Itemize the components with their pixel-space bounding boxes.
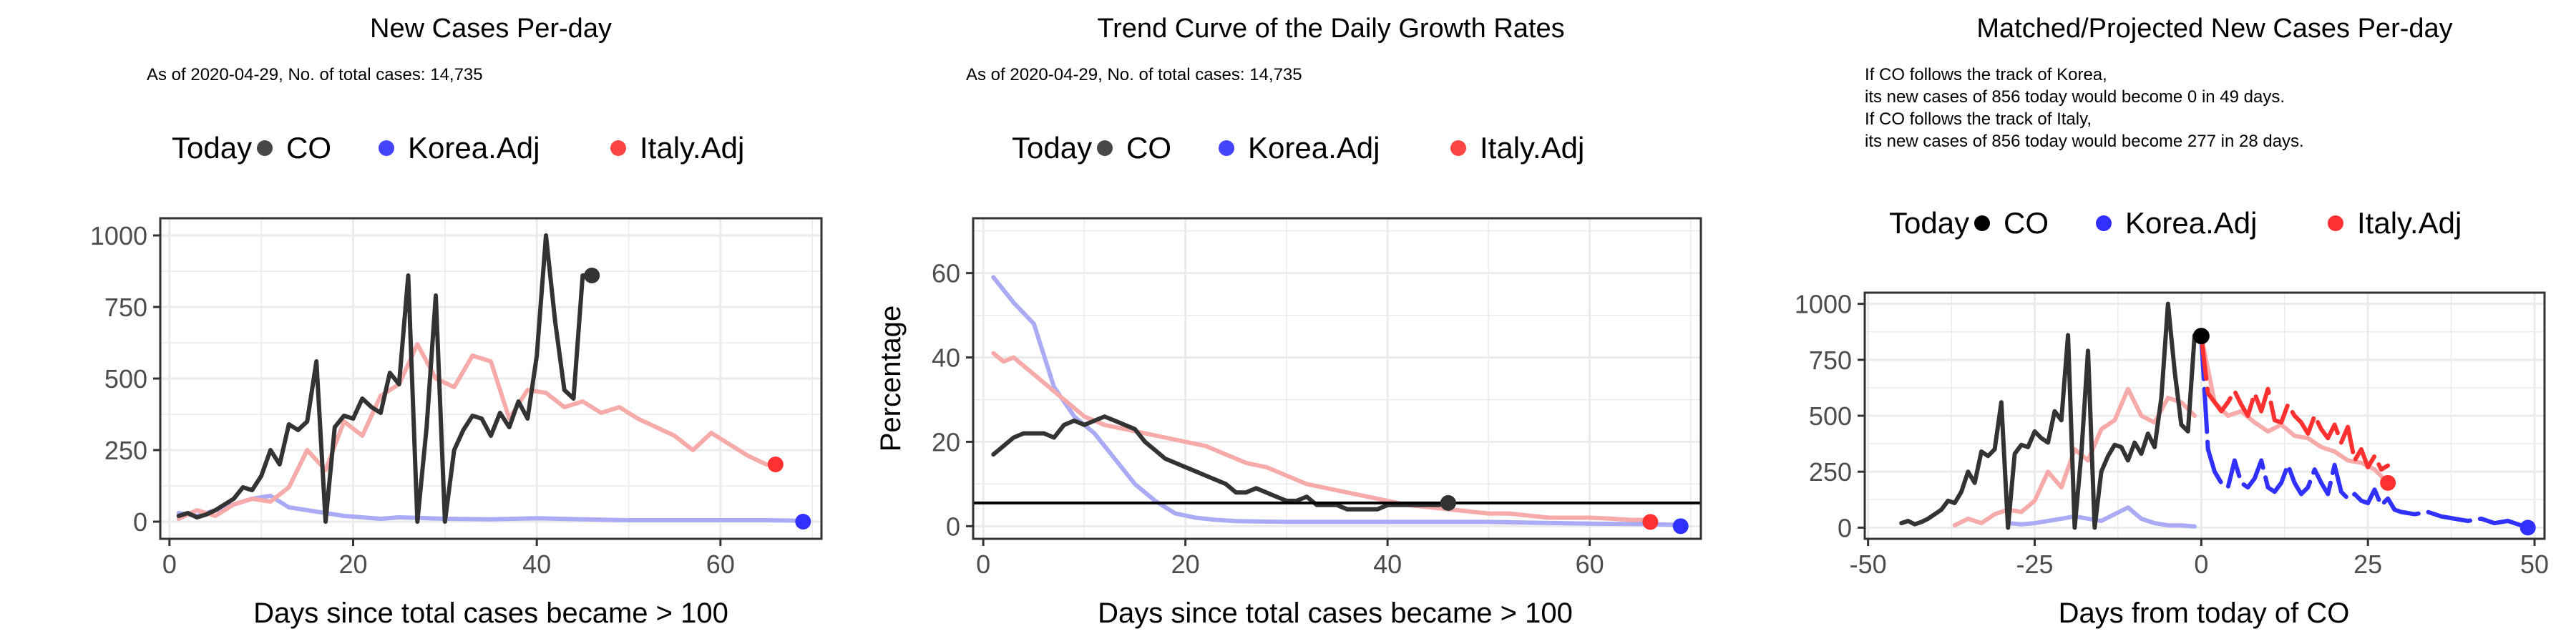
legend-label: Korea.Adj	[1248, 131, 1380, 165]
y-tick-label: 40	[932, 343, 960, 373]
today-marker-co	[1440, 494, 1456, 511]
x-tick-label: 25	[2353, 550, 2382, 579]
y-tick-label: 60	[932, 259, 960, 288]
today-marker-italy-adj-projected	[2380, 474, 2396, 491]
series-line-italy-adj	[176, 342, 778, 521]
series-line-italy-adj-projected	[2199, 333, 2391, 472]
legend-label: Italy.Adj	[1480, 131, 1584, 165]
legend-label: CO	[2004, 206, 2049, 240]
today-marker-co	[584, 268, 600, 283]
today-marker-italy-adj	[767, 457, 784, 472]
series-line-korea-adj-projected	[2199, 333, 2530, 530]
legend-label: Italy.Adj	[2357, 206, 2462, 240]
legend-key-italy-adj	[2328, 215, 2343, 231]
chart-title: Matched/Projected New Cases Per-day	[1976, 14, 2452, 44]
today-marker-italy-adj	[1642, 514, 1659, 530]
legend-key-italy-adj	[610, 140, 626, 156]
x-axis-label: Days from today of CO	[2059, 597, 2350, 629]
legend-key-co	[1097, 140, 1113, 156]
y-tick-label: 250	[104, 436, 147, 465]
x-axis-label: Days since total cases became > 100	[1098, 597, 1573, 629]
y-tick-label: 500	[104, 364, 147, 394]
x-tick-label: 0	[976, 550, 990, 579]
y-tick-label: 0	[946, 512, 960, 541]
today-marker-korea-adj	[795, 514, 811, 530]
legend-label: Italy.Adj	[640, 131, 744, 165]
y-tick-label: 1000	[1795, 290, 1852, 319]
legend-title: Today	[1012, 131, 1092, 165]
legend-key-korea-adj	[1219, 140, 1234, 156]
plot-area	[973, 218, 1701, 539]
y-tick-label: 750	[1809, 346, 1852, 375]
y-tick-label: 20	[932, 427, 960, 457]
x-tick-label: 20	[338, 550, 367, 579]
y-tick-label: 0	[133, 507, 147, 537]
legend-label: CO	[286, 131, 331, 165]
legend: Today CO Korea.Adj Italy.Adj	[1012, 131, 1584, 165]
x-tick-label: 60	[1576, 550, 1604, 579]
legend: Today CO Korea.Adj Italy.Adj	[172, 131, 744, 165]
series-line-co	[991, 414, 1450, 512]
annotation-line: If CO follows the track of Korea,	[1865, 65, 2107, 84]
y-tick-label: 0	[1838, 513, 1852, 542]
x-tick-label: 0	[162, 550, 177, 579]
x-tick-label: 40	[522, 550, 551, 579]
x-axis-label: Days since total cases became > 100	[253, 597, 728, 629]
panel-growth-rate-trend: Trend Curve of the Daily Growth Rates As …	[875, 14, 1702, 629]
today-marker-korea-adj-projected	[2519, 519, 2536, 536]
legend-label: Korea.Adj	[408, 131, 540, 165]
chart-subtitle: As of 2020-04-29, No. of total cases: 14…	[147, 65, 483, 84]
x-tick-label: 40	[1373, 550, 1402, 579]
legend: Today CO Korea.Adj Italy.Adj	[1889, 206, 2462, 240]
panel-new-cases-per-day: New Cases Per-day As of 2020-04-29, No. o…	[90, 14, 823, 629]
chart-title: New Cases Per-day	[370, 14, 612, 44]
x-tick-label: 20	[1171, 550, 1200, 579]
series-line-italy-adj-matched	[1952, 386, 2197, 528]
y-tick-label: 750	[104, 293, 147, 322]
annotation-line: its new cases of 856 today would become …	[1865, 132, 2304, 151]
y-tick-label: 250	[1809, 457, 1852, 487]
x-tick-label: -25	[2016, 550, 2053, 579]
legend-title: Today	[1889, 206, 1969, 240]
x-tick-label: 0	[2194, 550, 2208, 579]
legend-title: Today	[172, 131, 252, 165]
today-marker-co	[2192, 328, 2210, 345]
plot-frame	[972, 217, 1702, 540]
legend-key-italy-adj	[1450, 140, 1466, 156]
series-line-korea-adj-matched	[2006, 505, 2197, 529]
annotation-line: its new cases of 856 today would become …	[1865, 87, 2285, 107]
x-tick-label: 60	[706, 550, 735, 579]
series-line-italy-adj	[991, 351, 1653, 522]
x-tick-label: 50	[2520, 550, 2549, 579]
grid	[973, 218, 1701, 539]
panel-matched-projected: Matched/Projected New Cases Per-day If CO…	[1795, 14, 2549, 629]
y-axis-label: Percentage	[875, 306, 907, 452]
annotation-line: If CO follows the track of Italy,	[1865, 109, 2092, 129]
chart-subtitle: As of 2020-04-29, No. of total cases: 14…	[966, 65, 1302, 84]
series-line-co	[1899, 301, 2204, 530]
legend-key-co	[1974, 215, 1990, 231]
series-line-co	[176, 233, 595, 524]
x-tick-label: -50	[1850, 550, 1887, 579]
chart-title: Trend Curve of the Daily Growth Rates	[1097, 14, 1564, 44]
legend-key-korea-adj	[379, 140, 394, 156]
series-line-italy-adj-matched-shifted	[2199, 333, 2391, 485]
y-tick-label: 1000	[90, 221, 147, 250]
y-tick-label: 500	[1809, 401, 1852, 431]
grid	[160, 218, 821, 539]
legend-key-co	[257, 140, 273, 156]
legend-label: CO	[1126, 131, 1171, 165]
legend-label: Korea.Adj	[2125, 206, 2257, 240]
legend-key-korea-adj	[2096, 215, 2112, 231]
today-marker-korea-adj	[1672, 518, 1689, 535]
